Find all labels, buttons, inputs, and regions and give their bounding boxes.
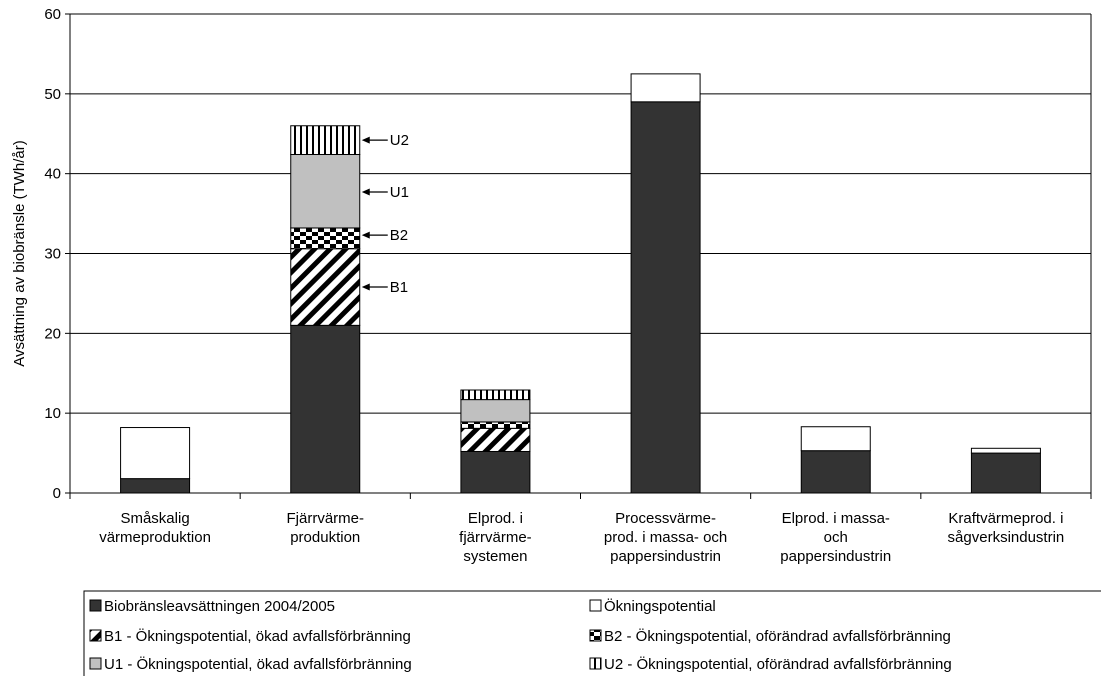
y-axis-title: Avsättning av biobränsle (TWh/år) — [11, 140, 28, 367]
bar-segment — [460, 389, 531, 401]
bar-segment — [290, 227, 361, 250]
x-tick-label: fjärrvärme- — [459, 529, 532, 546]
x-tick-label: värmeproduktion — [99, 529, 211, 546]
annotation-label: B1 — [390, 279, 408, 296]
annotation-arrow-head — [361, 188, 370, 196]
x-tick-label: Elprod. i — [468, 510, 523, 527]
annotation-label: U1 — [390, 184, 409, 201]
legend-swatch — [89, 629, 102, 642]
annotation-label: B2 — [390, 227, 408, 244]
bar-segment — [970, 447, 1041, 454]
x-tick-label: pappersindustrin — [780, 548, 891, 565]
legend-swatch — [589, 629, 602, 642]
bar-segment — [290, 154, 361, 229]
legend-label: U1 - Ökningspotential, ökad avfallsförbr… — [104, 655, 412, 673]
bar-segment — [120, 427, 191, 480]
y-tick-label: 50 — [44, 86, 61, 103]
legend-swatch — [89, 657, 102, 670]
legend-label: Biobränsleavsättningen 2004/2005 — [104, 598, 335, 615]
legend-label: U2 - Ökningspotential, oförändrad avfall… — [604, 655, 952, 673]
bar-segment — [120, 478, 191, 494]
x-tick-label: Kraftvärmeprod. i — [948, 510, 1063, 527]
x-tick-label: sågverksindustrin — [948, 529, 1065, 546]
bar-segment — [460, 421, 531, 429]
legend-label: Ökningspotential — [604, 597, 716, 615]
bar-segment — [800, 450, 871, 494]
bar-segment — [630, 73, 701, 103]
y-tick-label: 10 — [44, 405, 61, 422]
bar-segment — [970, 452, 1041, 494]
x-tick-label: Fjärrvärme- — [287, 510, 365, 527]
legend-swatch — [89, 599, 102, 612]
bar-segment — [290, 125, 361, 156]
x-tick-label: Elprod. i massa- — [782, 510, 890, 527]
bar-segment — [460, 399, 531, 423]
annotation-arrow-head — [361, 283, 370, 291]
legend-swatch — [589, 599, 602, 612]
bar-segment — [630, 101, 701, 494]
x-tick-label: och — [824, 529, 848, 546]
annotation-label: U2 — [390, 132, 409, 149]
y-tick-label: 20 — [44, 325, 61, 342]
x-tick-label: systemen — [463, 548, 527, 565]
y-tick-label: 0 — [53, 485, 61, 502]
x-tick-label: Småskalig — [120, 510, 189, 527]
bar-segment — [460, 450, 531, 494]
y-tick-label: 60 — [44, 6, 61, 23]
x-tick-label: produktion — [290, 529, 360, 546]
legend-label: B2 - Ökningspotential, oförändrad avfall… — [604, 627, 951, 645]
x-tick-label: Processvärme- — [615, 510, 716, 527]
x-tick-label: prod. i massa- och — [604, 529, 727, 546]
y-tick-label: 30 — [44, 246, 61, 263]
annotation-arrow-head — [361, 231, 370, 239]
annotation-arrow-head — [361, 136, 370, 144]
y-tick-label: 40 — [44, 166, 61, 183]
bar-segment — [290, 248, 361, 326]
legend-swatch — [589, 657, 602, 670]
bar-segment — [290, 324, 361, 494]
x-tick-label: pappersindustrin — [610, 548, 721, 565]
legend-label: B1 - Ökningspotential, ökad avfallsförbr… — [104, 627, 411, 645]
bar-segment — [460, 427, 531, 452]
bar-segment — [800, 426, 871, 452]
